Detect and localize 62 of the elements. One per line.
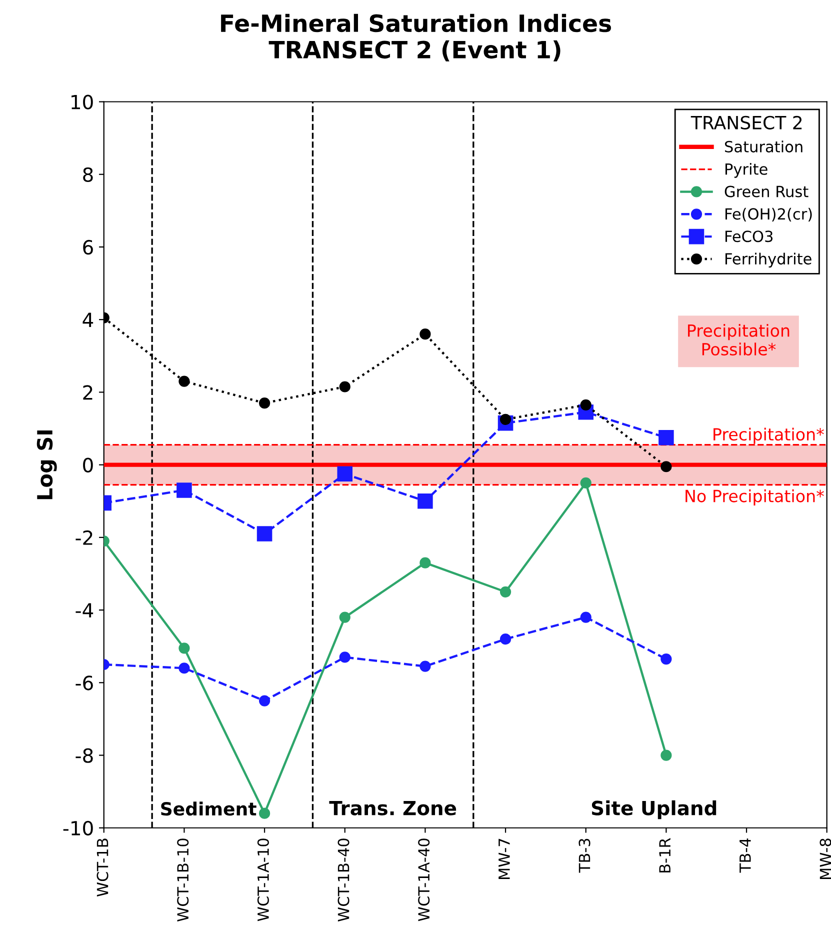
legend-label: FeCO3 <box>725 230 773 242</box>
point <box>658 430 674 446</box>
point <box>256 526 272 542</box>
point <box>660 461 672 472</box>
point <box>339 612 350 623</box>
chart-subtitle: TRANSECT 2 (Event 1) <box>268 40 560 62</box>
point <box>178 376 190 387</box>
y-tick-label: 4 <box>82 312 94 327</box>
x-tick-label: WCT-1B-10 <box>177 838 189 922</box>
y-tick-label: -8 <box>76 748 93 763</box>
point <box>580 477 592 489</box>
annotation: Trans. Zone <box>329 800 456 816</box>
y-tick-label: 0 <box>83 458 93 472</box>
point <box>660 653 672 665</box>
x-tick-label: WCT-1B-40 <box>338 838 350 922</box>
x-tick-label: MW-8 <box>820 838 831 880</box>
annotation: Precipitation* <box>714 428 824 444</box>
point <box>339 652 350 663</box>
x-tick-label: B-1R <box>659 838 670 872</box>
legend-label: Pyrite <box>725 163 768 178</box>
point <box>258 808 270 819</box>
point <box>500 634 512 645</box>
point <box>176 482 192 498</box>
legend-label: Green Rust <box>724 186 808 198</box>
point <box>420 557 431 568</box>
x-tick-label: WCT-1A-10 <box>257 838 269 922</box>
x-tick-label: WCT-1B <box>96 838 108 897</box>
y-tick-label: 8 <box>83 167 93 182</box>
y-tick-label: -6 <box>76 676 93 690</box>
point <box>500 586 512 598</box>
y-tick-label: -2 <box>76 530 92 545</box>
point <box>339 381 350 392</box>
annotation: Site Upland <box>592 800 716 820</box>
point <box>580 399 592 410</box>
point <box>420 660 431 672</box>
y-axis-title: Log SI <box>36 430 57 500</box>
point <box>337 466 353 482</box>
point <box>660 750 672 761</box>
legend-label: Ferrihydrite <box>725 252 812 268</box>
chart-title: Fe-Mineral Saturation Indices <box>221 14 611 32</box>
point <box>258 398 270 409</box>
x-tick-label: TB-4 <box>740 838 751 873</box>
y-tick-label: 6 <box>83 240 93 255</box>
y-tick-label: -10 <box>63 820 93 836</box>
x-tick-label: WCT-1A-40 <box>418 838 430 922</box>
legend-label: Saturation <box>724 140 802 152</box>
legend-label: Fe(OH)2(cr) <box>725 208 812 222</box>
annotation: No Precipitation* <box>686 489 824 506</box>
y-tick-label: -4 <box>76 603 94 618</box>
annotation: Precipitation Possible* <box>688 324 790 356</box>
annotation: Sediment <box>161 802 256 816</box>
y-tick-label: 2 <box>83 385 92 400</box>
point <box>178 662 190 674</box>
point <box>258 695 270 706</box>
y-tick-label: 10 <box>72 94 93 110</box>
x-tick-label: MW-7 <box>498 838 510 880</box>
point <box>418 493 433 509</box>
point <box>580 612 592 623</box>
legend-title: TRANSECT 2 <box>690 116 802 130</box>
point <box>420 328 431 340</box>
point <box>178 642 190 654</box>
x-tick-label: TB-3 <box>578 838 590 873</box>
